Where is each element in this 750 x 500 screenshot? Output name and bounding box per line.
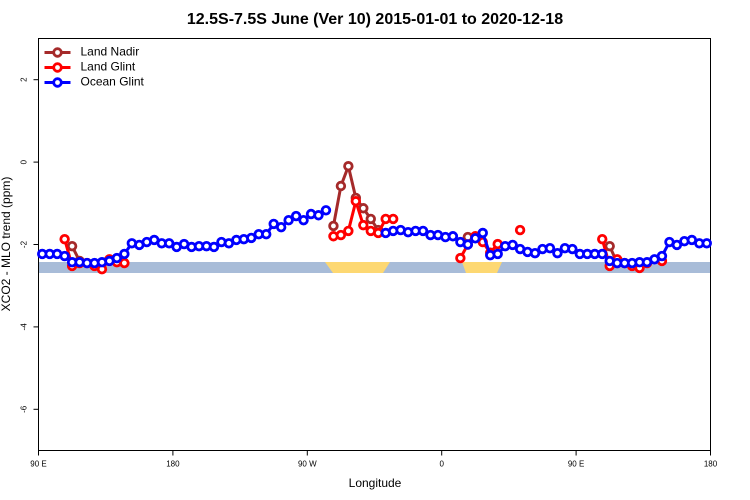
legend-marker [52, 77, 63, 88]
data-point [290, 210, 302, 222]
data-point [343, 225, 354, 237]
data-point [462, 239, 474, 250]
data-point [604, 240, 615, 252]
data-point [208, 241, 220, 253]
data-point [313, 210, 324, 221]
data-point [283, 214, 294, 226]
data-point [447, 231, 459, 242]
x-tick-label: 180 [166, 460, 180, 469]
data-point [358, 203, 369, 214]
data-point [552, 247, 563, 259]
x-tick-label: 90 E [30, 460, 46, 469]
data-point [335, 180, 347, 192]
x-tick-label: 0 [439, 460, 444, 469]
y-axis-label: XCO2 - MLO trend (ppm) [0, 177, 13, 312]
data-point [350, 196, 362, 207]
chart-title: 12.5S-7.5S June (Ver 10) 2015-01-01 to 2… [187, 11, 563, 28]
data-point [246, 232, 257, 244]
x-tick-label: 180 [704, 460, 718, 469]
data-point [335, 229, 347, 241]
legend-marker [52, 62, 63, 73]
data-point [66, 240, 78, 252]
data-point [455, 252, 466, 264]
data-point [119, 248, 130, 260]
data-point [328, 220, 339, 232]
map-land-south-america [325, 262, 390, 273]
data-point [597, 233, 608, 245]
legend-label: Land Glint [81, 60, 136, 74]
data-point [59, 250, 70, 262]
x-axis-label: Longitude [349, 476, 402, 490]
y-tick-label: -2 [20, 240, 29, 248]
data-point [477, 227, 488, 239]
data-point [507, 239, 518, 251]
data-point [320, 205, 332, 216]
data-point [275, 221, 287, 233]
data-point [261, 228, 272, 240]
data-point [365, 213, 376, 225]
y-tick-label: 2 [20, 77, 29, 82]
data-point [701, 238, 712, 249]
data-point [417, 225, 429, 237]
map-land-africa [462, 262, 502, 273]
data-point [567, 243, 578, 255]
legend-label: Land Nadir [81, 45, 140, 59]
data-point [119, 257, 130, 269]
data-point [514, 224, 526, 236]
data-point [597, 248, 608, 260]
data-point [111, 252, 123, 264]
data-point [544, 243, 556, 254]
y-tick-label: -4 [20, 323, 29, 331]
data-point [470, 233, 481, 244]
y-tick-label: -6 [20, 405, 29, 413]
x-tick-label: 90 E [568, 460, 584, 469]
data-point [298, 214, 309, 226]
legend-marker [52, 47, 63, 58]
data-point [59, 233, 70, 245]
data-point [387, 213, 399, 225]
y-tick-label: 0 [20, 159, 29, 164]
x-tick-label: 90 W [298, 460, 317, 469]
data-point [656, 250, 668, 262]
data-point [163, 238, 175, 249]
data-point [671, 239, 683, 251]
data-point [492, 248, 503, 260]
legend-label: Ocean Glint [81, 75, 145, 89]
data-point [358, 219, 369, 231]
data-point [529, 247, 541, 259]
data-point [343, 161, 354, 172]
